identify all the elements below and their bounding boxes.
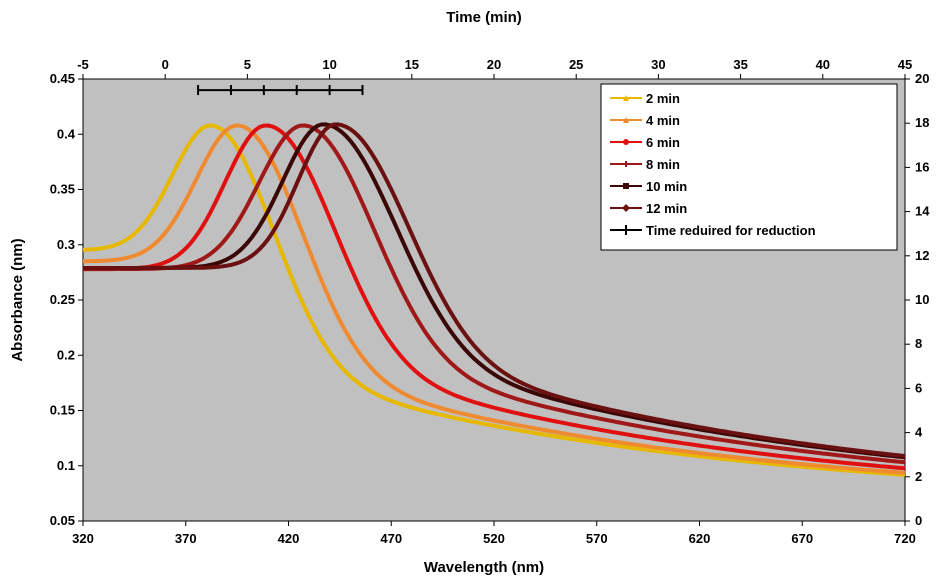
x-tick-label: 520	[483, 531, 505, 546]
legend-marker-circle	[623, 139, 629, 145]
legend-label: 8 min	[646, 157, 680, 172]
y2-tick-label: 14	[915, 204, 930, 219]
x2-tick-label: -5	[77, 57, 89, 72]
y2-tick-label: 18	[915, 115, 929, 130]
x-tick-label: 720	[894, 531, 916, 546]
legend-label: Time reduired for reduction	[646, 223, 816, 238]
y-tick-label: 0.15	[50, 403, 75, 418]
y2-tick-label: 0	[915, 513, 922, 528]
x2-tick-label: 45	[898, 57, 912, 72]
y2-tick-label: 6	[915, 380, 922, 395]
y-tick-label: 0.35	[50, 182, 75, 197]
x-tick-label: 620	[689, 531, 711, 546]
legend-label: 4 min	[646, 113, 680, 128]
y-tick-label: 0.4	[57, 126, 76, 141]
y2-tick-label: 10	[915, 292, 929, 307]
legend-box	[600, 83, 898, 251]
series-line	[83, 122, 906, 458]
x-tick-label: 670	[791, 531, 813, 546]
x-tick-label: 570	[586, 531, 608, 546]
axes-layer: 320 370 420 470 520 570 620 670 7200.050.10.150.…	[50, 57, 931, 546]
x-tick-label: 470	[380, 531, 402, 546]
x2-tick-label: 0	[162, 57, 169, 72]
y-tick-label: 0.45	[50, 71, 75, 86]
series-line	[82, 123, 906, 477]
x2-tick-label: 40	[816, 57, 830, 72]
x-tick-label: 320	[72, 531, 94, 546]
x2-tick-label: 25	[569, 57, 583, 72]
y-tick-label: 0.05	[50, 513, 75, 528]
x2-tick-label: 10	[322, 57, 336, 72]
x-tick-label: 370	[175, 531, 197, 546]
x2-tick-label: 5	[244, 57, 251, 72]
legend-marker-triangle	[623, 117, 629, 123]
y2-tick-label: 2	[915, 469, 922, 484]
legend-items: 2 min 4 min 6 min 8 min 10 min 12 min Time red…	[610, 91, 816, 238]
x2-axis-title: Time (min)	[446, 9, 522, 26]
legend-marker-diamond	[622, 204, 630, 212]
legend: 2 min 4 min 6 min 8 min 10 min 12 min Time red…	[600, 83, 898, 251]
legend-marker-triangle	[623, 95, 629, 101]
y2-tick-label: 4	[915, 425, 923, 440]
x2-tick-label: 20	[487, 57, 501, 72]
legend-label: 6 min	[646, 135, 680, 150]
series-layer	[82, 122, 906, 477]
x-tick-label: 420	[278, 531, 300, 546]
y-tick-label: 0.1	[57, 458, 75, 473]
x2-tick-label: 35	[733, 57, 747, 72]
y2-tick-label: 16	[915, 159, 929, 174]
x2-tick-label: 30	[651, 57, 665, 72]
x-axis-title: Wavelength (nm)	[424, 559, 544, 576]
y2-tick-label: 8	[915, 336, 922, 351]
y-axis-title: Absorbance (nm)	[9, 238, 26, 361]
y2-tick-label: 12	[915, 248, 929, 263]
series-line	[83, 123, 906, 465]
legend-label: 12 min	[646, 201, 687, 216]
series-line	[83, 123, 906, 471]
y2-tick-label: 20	[915, 71, 929, 86]
reduction-layer	[197, 85, 364, 96]
legend-marker-square	[623, 183, 629, 189]
y-tick-label: 0.2	[57, 347, 75, 362]
series-line	[83, 123, 906, 475]
y-tick-label: 0.3	[57, 237, 75, 252]
legend-label: 10 min	[646, 179, 687, 194]
y-tick-label: 0.25	[50, 292, 75, 307]
legend-label: 2 min	[646, 91, 680, 106]
x2-tick-label: 15	[405, 57, 419, 72]
